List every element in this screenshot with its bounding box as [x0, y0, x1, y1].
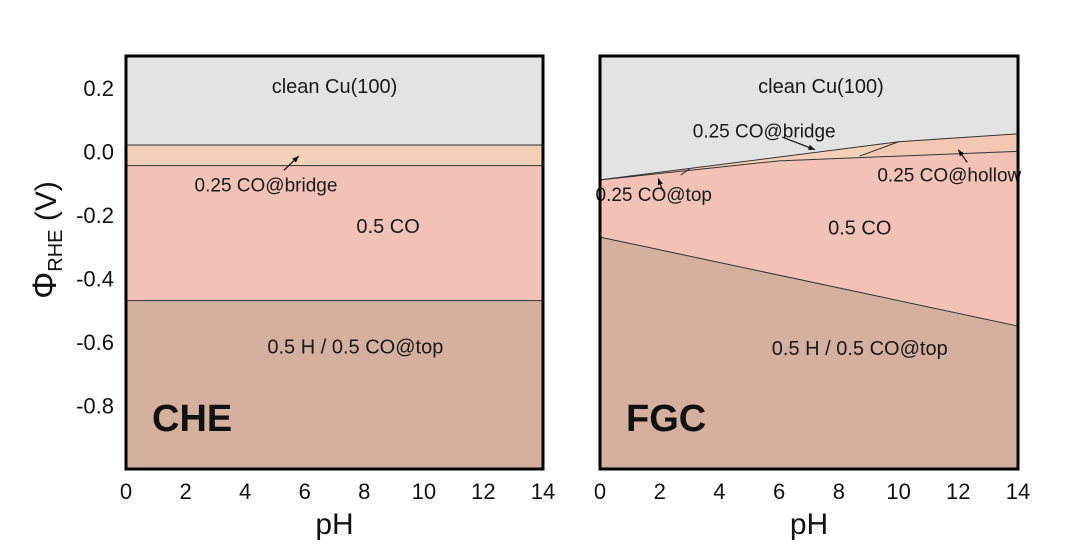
arrow-head-icon [807, 144, 815, 150]
x-tick-label: 8 [358, 479, 370, 504]
region-label-0-5-co: 0.5 CO [356, 216, 419, 238]
x-tick-label: 2 [654, 479, 666, 504]
region-label-0-25-co-bridge: 0.25 CO@bridge [693, 121, 836, 142]
panel-label: CHE [152, 398, 232, 440]
y-axis-title-text: ΦRHE (V) [26, 181, 67, 299]
phase-boundary [680, 168, 690, 176]
x-tick-label: 10 [412, 479, 436, 504]
x-axis-title: pH [790, 508, 828, 541]
y-tick-label: -0.6 [76, 330, 114, 355]
region-clean-cu-100 [126, 56, 543, 145]
phase-boundary [859, 141, 899, 157]
y-tick-label: 0.0 [83, 139, 114, 164]
region-label-0-5-h-0-5-co-top: 0.5 H / 0.5 CO@top [772, 338, 948, 360]
x-tick-label: 10 [886, 479, 910, 504]
phase-boundary [599, 236, 1019, 327]
x-tick-label: 0 [594, 479, 606, 504]
phase-boundary [599, 150, 1019, 181]
panel-label: FGC [626, 398, 706, 440]
arrow-head-icon [657, 178, 663, 186]
arrow-head-icon [958, 149, 965, 157]
region-label-0-5-h-0-5-co-top: 0.5 H / 0.5 CO@top [267, 337, 443, 359]
region-label-clean-cu-100: clean Cu(100) [272, 76, 398, 98]
region-0-5-h-0-5-co-top [126, 300, 543, 469]
region-0-25-co-hollow [859, 133, 1018, 157]
region-label-0-25-co-bridge: 0.25 CO@bridge [195, 175, 338, 196]
y-tick-label: -0.8 [76, 393, 114, 418]
x-tick-label: 12 [946, 479, 970, 504]
x-tick-label: 6 [773, 479, 785, 504]
region-label-clean-cu-100: clean Cu(100) [758, 76, 884, 98]
x-tick-label: 0 [120, 479, 132, 504]
region-clean-cu-100 [600, 56, 1018, 180]
y-tick-label: -0.4 [76, 266, 114, 291]
region-label-0-25-co-top: 0.25 CO@top [596, 185, 712, 206]
y-tick-label: 0.2 [83, 76, 114, 101]
region-label-0-25-co-hollow: 0.25 CO@hollow [877, 166, 1021, 187]
x-tick-label: 4 [713, 479, 725, 504]
region-label-0-5-co: 0.5 CO [828, 217, 891, 239]
fgc-panel: clean Cu(100) 0.25 CO@bridge 0.25 CO@top 0.… [594, 54, 1030, 541]
plot-frame [124, 54, 545, 471]
y-tick-label: -0.2 [76, 203, 114, 228]
region-0-5-co [600, 151, 1018, 327]
region-0-5-h-0-5-co-top [600, 237, 1018, 469]
region-0-5-co [126, 165, 543, 301]
x-tick-label: 12 [471, 479, 495, 504]
x-tick-label: 14 [531, 479, 555, 504]
che-panel: clean Cu(100) 0.25 CO@bridge 0.5 CO 0.5 H /… [76, 54, 555, 541]
x-tick-label: 8 [833, 479, 845, 504]
x-tick-label: 14 [1006, 479, 1030, 504]
region-0-25-co-bridge [126, 144, 543, 166]
arrow-head-icon [292, 156, 299, 163]
x-tick-label: 4 [239, 479, 251, 504]
plot-frame [598, 54, 1020, 471]
y-axis-title: ΦRHE (V) [26, 181, 67, 299]
x-tick-label: 6 [299, 479, 311, 504]
x-tick-label: 2 [179, 479, 191, 504]
x-axis-title: pH [315, 508, 353, 541]
